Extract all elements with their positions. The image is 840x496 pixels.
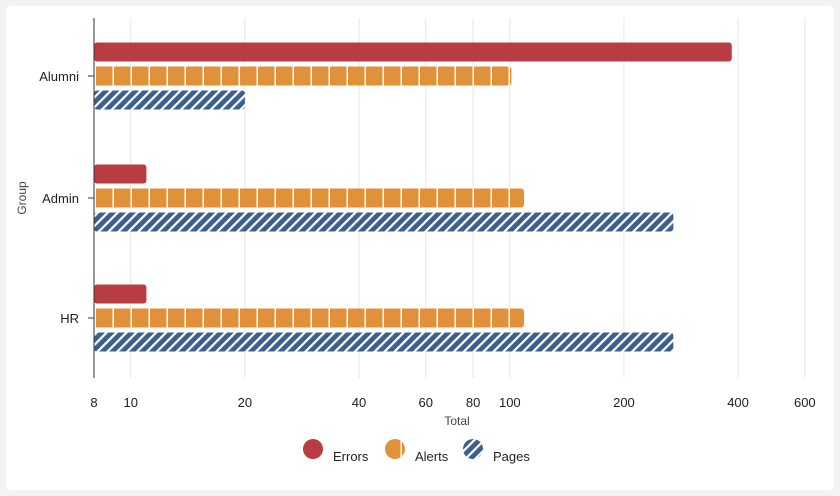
x-tick-label: 40 (352, 395, 366, 410)
axes: 8 10 20 40 60 80 100 200 400 600 Alumni Admin HR (39, 18, 816, 410)
bar-alerts-hr[interactable] (94, 308, 525, 328)
x-tick-label: 20 (238, 395, 252, 410)
bar-pages-hr[interactable] (94, 332, 674, 352)
bar-chart: 8 10 20 40 60 80 100 200 400 600 Alumni Admin HR Tot… (15, 18, 816, 464)
x-tick-label: 10 (124, 395, 138, 410)
bar-errors-hr[interactable] (94, 284, 147, 304)
x-tick-label: 600 (794, 395, 816, 410)
y-axis-title: Group (15, 181, 29, 215)
x-tick-label: 60 (418, 395, 432, 410)
bar-alerts-admin[interactable] (94, 188, 525, 208)
legend-item-alerts[interactable]: Alerts (385, 439, 449, 464)
bar-errors-admin[interactable] (94, 164, 147, 184)
bar-errors-alumni[interactable] (94, 42, 732, 62)
legend-item-pages[interactable]: Pages (463, 439, 530, 464)
bar-pages-alumni[interactable] (94, 90, 245, 110)
legend-label: Errors (333, 449, 369, 464)
x-tick-label: 100 (499, 395, 521, 410)
bar-pages-admin[interactable] (94, 212, 674, 232)
y-tick-label: Alumni (39, 69, 79, 84)
x-tick-label: 400 (727, 395, 749, 410)
legend-label: Pages (493, 449, 530, 464)
bars (94, 42, 732, 352)
y-tick-label: HR (60, 311, 79, 326)
bar-alerts-alumni[interactable] (94, 66, 512, 86)
legend-swatch (463, 439, 483, 459)
x-tick-label: 80 (466, 395, 480, 410)
legend-label: Alerts (415, 449, 449, 464)
legend: Errors Alerts Pages (303, 439, 530, 464)
legend-item-errors[interactable]: Errors (303, 439, 369, 464)
chart-card: 8 10 20 40 60 80 100 200 400 600 Alumni Admin HR Tot… (6, 6, 834, 490)
x-tick-label: 200 (613, 395, 635, 410)
x-tick-label: 8 (90, 395, 97, 410)
y-tick-label: Admin (42, 191, 79, 206)
x-axis-title: Total (444, 414, 469, 428)
legend-swatch (385, 439, 405, 459)
legend-swatch (303, 439, 323, 459)
